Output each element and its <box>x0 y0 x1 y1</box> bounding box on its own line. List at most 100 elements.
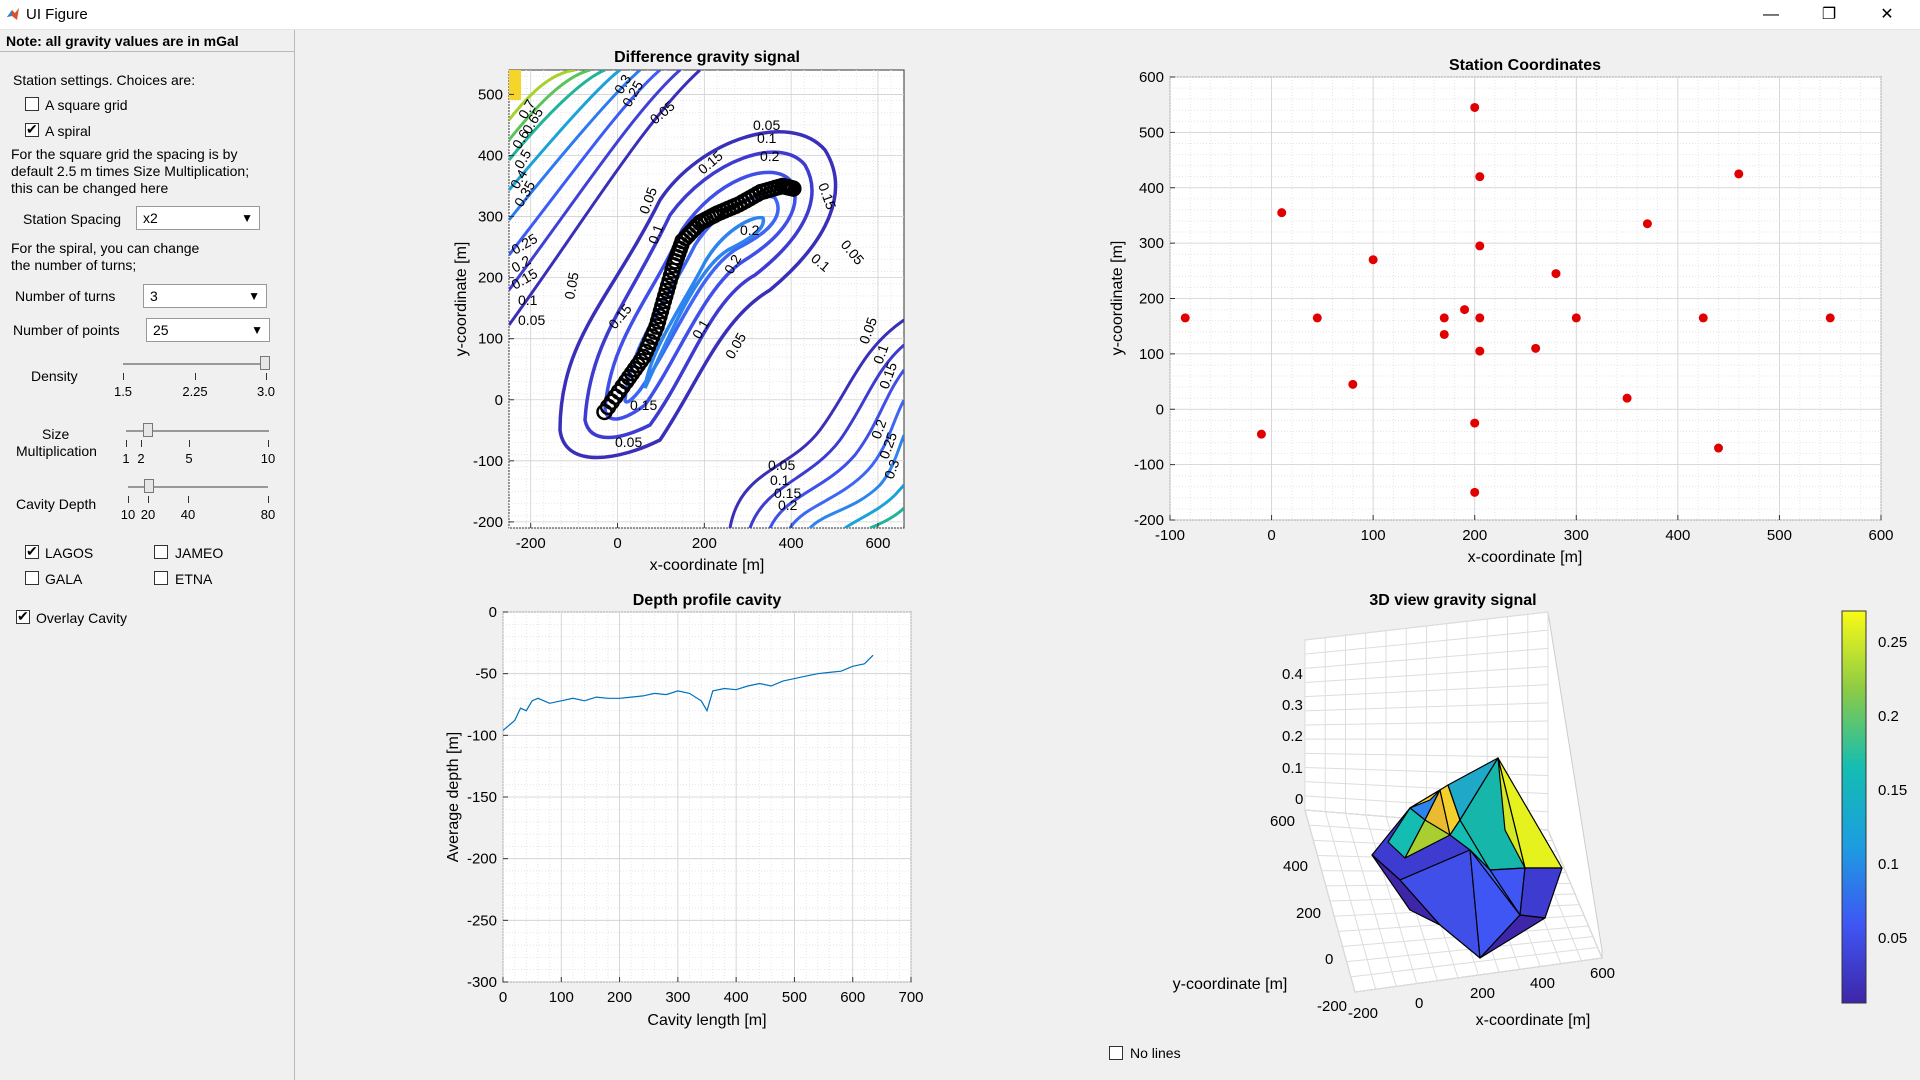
gala-checkbox[interactable] <box>25 571 39 585</box>
y-tick-label: -100 <box>473 453 503 470</box>
cavity-tick-label: 20 <box>140 507 156 522</box>
y-tick-label: -50 <box>475 666 497 683</box>
station-point <box>1713 443 1723 453</box>
svg-text:200: 200 <box>1470 985 1495 1002</box>
station-point <box>1551 269 1561 279</box>
points-value: 25 <box>153 322 169 338</box>
svg-text:0.1: 0.1 <box>1878 856 1899 873</box>
depth-series <box>502 654 874 731</box>
station-point <box>1475 172 1485 182</box>
size-tick <box>189 440 190 447</box>
no-lines-checkbox[interactable] <box>1109 1046 1123 1060</box>
turns-label: Number of turns <box>15 288 116 304</box>
x-tick-label: 300 <box>1564 527 1589 544</box>
lagos-checkbox[interactable] <box>25 543 39 560</box>
svg-text:0.05: 0.05 <box>768 457 795 473</box>
density-slider-thumb[interactable] <box>260 356 270 370</box>
y-tick-label: -200 <box>467 851 497 868</box>
x-tick-label: 100 <box>549 989 574 1006</box>
x-tick-label: 400 <box>724 989 749 1006</box>
density-tick-label: 2.25 <box>182 384 208 399</box>
station-point <box>1368 255 1378 265</box>
cavity-depth-label: Cavity Depth <box>16 496 97 512</box>
size-tick <box>126 440 127 447</box>
chevron-down-icon: ▼ <box>251 323 263 337</box>
svg-text:0.2: 0.2 <box>740 222 760 238</box>
station-point <box>1698 313 1708 323</box>
etna-checkbox[interactable] <box>154 571 168 585</box>
gravity-3d-plot: 3D view gravity signal <box>1173 592 1908 1029</box>
svg-text:0.3: 0.3 <box>881 457 903 481</box>
restore-button[interactable]: ❐ <box>1821 6 1837 23</box>
svg-text:0.15: 0.15 <box>630 397 657 413</box>
y-tick-label: -100 <box>467 727 497 744</box>
difference-gravity-plot: Difference gravity signal <box>453 49 905 574</box>
svg-text:400: 400 <box>1283 858 1308 875</box>
y-tick-label: 200 <box>1139 291 1164 308</box>
svg-text:400: 400 <box>1530 975 1555 992</box>
svg-text:0.1: 0.1 <box>770 472 790 488</box>
svg-text:0: 0 <box>1295 791 1303 808</box>
svg-text:0.1: 0.1 <box>1282 760 1303 777</box>
x-tick-label: 500 <box>1767 527 1792 544</box>
matlab-icon <box>7 8 19 20</box>
close-button[interactable]: ✕ <box>1880 6 1894 23</box>
overlay-cavity-checkbox[interactable] <box>16 608 30 625</box>
station-spacing-dropdown[interactable]: x2 ▼ <box>136 206 260 230</box>
svg-text:0.2: 0.2 <box>1282 728 1303 745</box>
svg-text:0.05: 0.05 <box>615 434 642 450</box>
square-grid-checkbox[interactable] <box>25 97 39 111</box>
size-slider[interactable] <box>126 430 269 432</box>
points-dropdown[interactable]: 25 ▼ <box>146 318 270 342</box>
y-tick-label: 300 <box>478 209 503 226</box>
depth-profile-plot: Depth profile cavity 0 100 200 300 400 500 600… <box>445 592 924 1029</box>
y-tick-label: 100 <box>1139 346 1164 363</box>
station-spacing-label: Station Spacing <box>23 211 122 227</box>
station-point <box>1642 219 1652 229</box>
svg-text:0.1: 0.1 <box>645 222 667 246</box>
cavity-tick-label: 80 <box>260 507 276 522</box>
size-slider-thumb[interactable] <box>143 423 153 437</box>
svg-text:0.05: 0.05 <box>753 117 780 133</box>
x-axis-label: x-coordinate [m] <box>1468 549 1583 566</box>
cavity-depth-slider-thumb[interactable] <box>144 479 154 493</box>
cavity-tick <box>128 496 129 503</box>
station-point <box>1439 313 1449 323</box>
no-lines-label: No lines <box>1130 1045 1181 1061</box>
y-axis-label: y-coordinate [m] <box>1109 241 1126 356</box>
jameo-checkbox[interactable] <box>154 545 168 559</box>
y-axis-label: y-coordinate [m] <box>1173 976 1288 993</box>
contour-lines <box>509 70 904 528</box>
grid-info-line-2: default 2.5 m times Size Multiplication; <box>11 163 250 179</box>
x-tick-label: 600 <box>1868 527 1893 544</box>
lagos-label: LAGOS <box>45 545 94 561</box>
colorbar-ticks: 0.05 0.1 0.15 0.2 0.25 <box>1878 634 1907 947</box>
station-point <box>1312 313 1322 323</box>
spiral-info-line-1: For the spiral, you can change <box>11 240 200 256</box>
size-label-2: Multiplication <box>16 443 97 459</box>
density-tick <box>195 373 196 380</box>
points-label: Number of points <box>13 322 120 338</box>
density-slider[interactable] <box>123 363 267 365</box>
y-axis-label: Average depth [m] <box>445 732 462 862</box>
svg-text:-200: -200 <box>1348 1005 1378 1022</box>
cavity-tick <box>148 496 149 503</box>
grid-line <box>1354 957 1603 993</box>
cavity-tick <box>188 496 189 503</box>
chevron-down-icon: ▼ <box>248 289 260 303</box>
svg-text:0.2: 0.2 <box>760 148 780 164</box>
minimize-button[interactable]: — <box>1763 6 1779 23</box>
cavity-depth-slider[interactable] <box>128 486 268 488</box>
turns-dropdown[interactable]: 3 ▼ <box>143 284 267 308</box>
x-tick-label: 700 <box>898 989 923 1006</box>
y-axis-label: y-coordinate [m] <box>453 242 470 357</box>
density-label: Density <box>31 368 78 384</box>
svg-text:0.15: 0.15 <box>774 485 801 501</box>
x-tick-label: 600 <box>840 989 865 1006</box>
x-tick-label: 400 <box>779 535 804 552</box>
y-tick-label: -200 <box>473 514 503 531</box>
spiral-checkbox[interactable] <box>25 121 39 138</box>
spiral-label: A spiral <box>45 123 91 139</box>
svg-text:0.25: 0.25 <box>1878 634 1907 651</box>
